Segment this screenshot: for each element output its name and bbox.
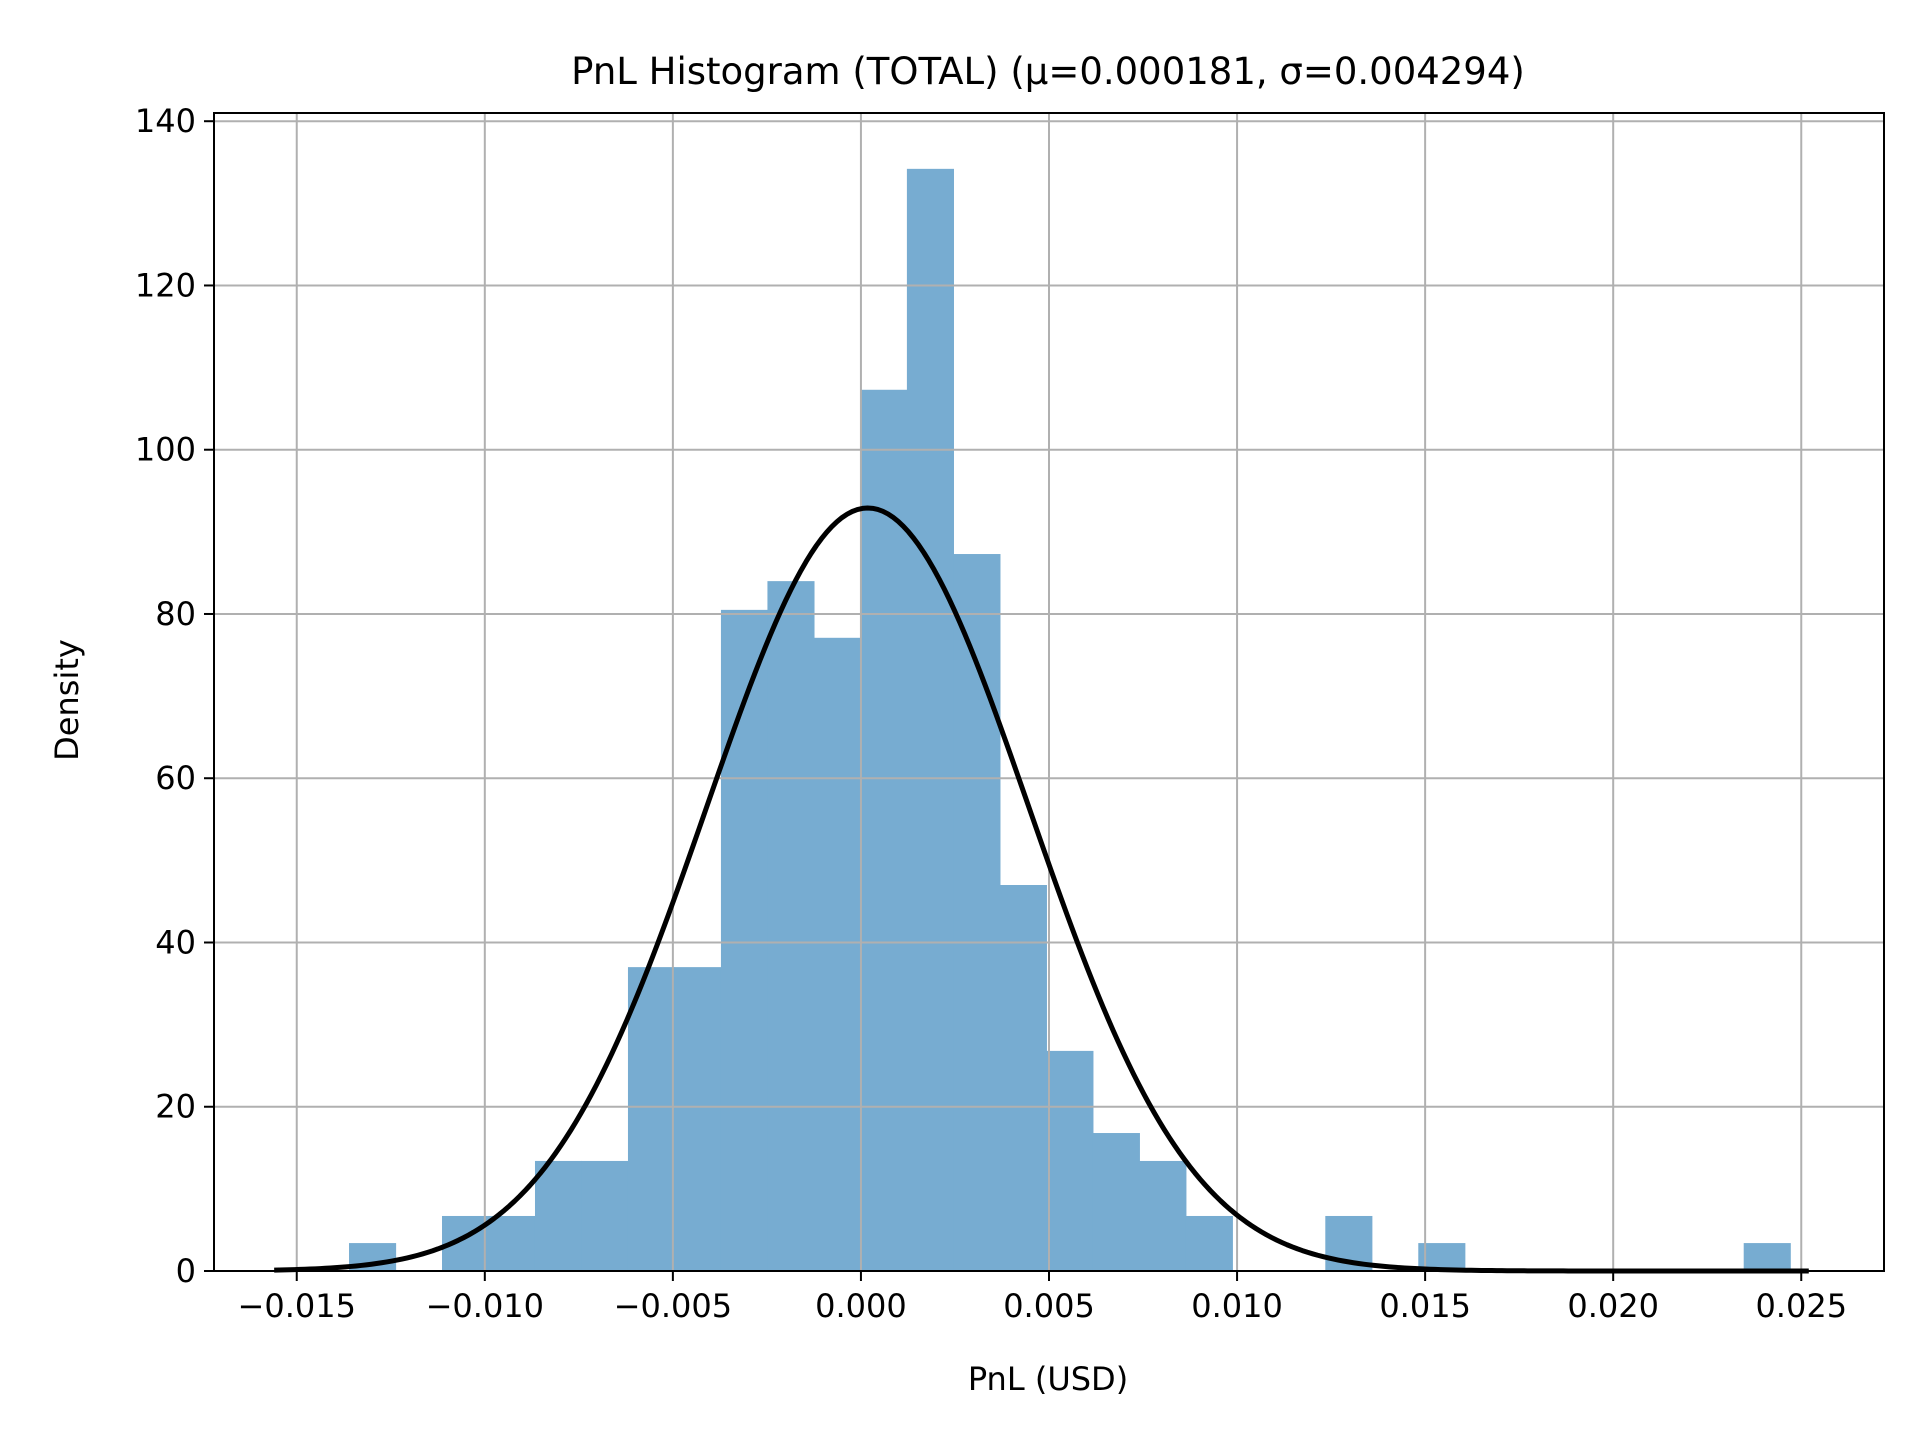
histogram-bar bbox=[906, 168, 954, 1271]
histogram-bar bbox=[1092, 1133, 1140, 1271]
histogram-bar bbox=[1418, 1243, 1466, 1271]
histogram-bar bbox=[488, 1215, 536, 1271]
y-tick-label: 120 bbox=[135, 266, 196, 304]
x-tick-label: 0.015 bbox=[1379, 1287, 1471, 1325]
axes-layer: −0.015 −0.010 −0.005 0.000 0.005 0.010 0.015 0.… bbox=[135, 102, 1885, 1325]
x-tick-label: 0.000 bbox=[815, 1287, 907, 1325]
x-tick-label: 0.010 bbox=[1191, 1287, 1283, 1325]
histogram-bar bbox=[860, 389, 908, 1271]
histogram-bar bbox=[1743, 1243, 1791, 1271]
histogram-bar bbox=[953, 554, 1001, 1271]
histogram-bar bbox=[1185, 1215, 1233, 1271]
histogram-bar bbox=[627, 967, 676, 1271]
chart-title: PnL Histogram (TOTAL) (μ=0.000181, σ=0.0… bbox=[571, 50, 1525, 93]
y-tick-label: 80 bbox=[155, 595, 196, 633]
y-tick-label: 20 bbox=[155, 1088, 196, 1126]
x-axis-label: PnL (USD) bbox=[968, 1360, 1128, 1398]
histogram-bar bbox=[813, 637, 862, 1271]
histogram-bar bbox=[767, 581, 815, 1271]
histogram-bar bbox=[999, 885, 1047, 1271]
x-tick-label: −0.010 bbox=[426, 1287, 544, 1325]
x-tick-label: 0.020 bbox=[1567, 1287, 1659, 1325]
x-tick-label: −0.015 bbox=[238, 1287, 356, 1325]
y-tick-label: 100 bbox=[135, 431, 196, 469]
y-tick-label: 0 bbox=[176, 1252, 196, 1290]
y-tick-label: 40 bbox=[155, 923, 196, 961]
histogram-bar bbox=[534, 1160, 583, 1271]
y-tick-label: 60 bbox=[155, 759, 196, 797]
y-tick-label: 140 bbox=[135, 102, 196, 140]
histogram-bar bbox=[674, 967, 722, 1271]
histogram-bar bbox=[581, 1160, 629, 1271]
histogram-bar bbox=[1046, 1050, 1094, 1271]
grid-layer bbox=[214, 113, 1884, 1272]
histogram-bar bbox=[1139, 1160, 1187, 1271]
bars-layer bbox=[349, 168, 1791, 1271]
x-tick-label: −0.005 bbox=[614, 1287, 732, 1325]
x-tick-label: 0.005 bbox=[1003, 1287, 1095, 1325]
histogram-bar bbox=[720, 609, 769, 1271]
x-tick-label: 0.025 bbox=[1755, 1287, 1847, 1325]
y-axis-label: Density bbox=[48, 639, 86, 761]
